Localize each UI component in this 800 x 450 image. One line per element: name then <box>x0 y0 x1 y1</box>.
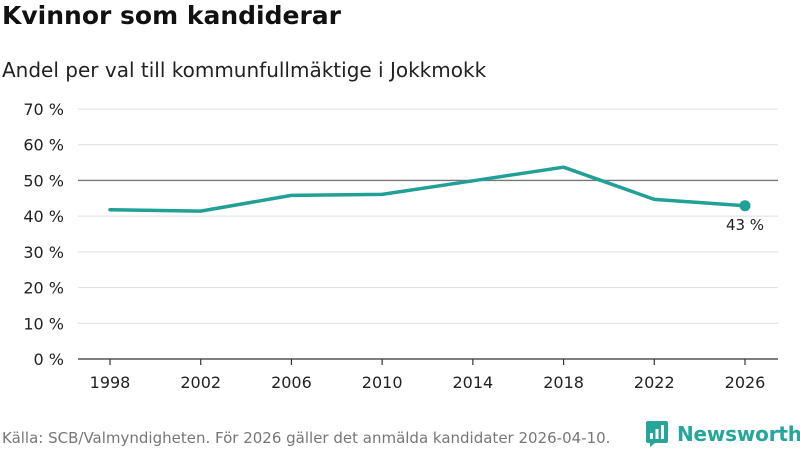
x-tick-label: 2010 <box>362 373 403 392</box>
x-axis <box>78 358 778 365</box>
chart-title: Kvinnor som kandiderar <box>2 1 341 30</box>
newsworthy-logo-icon <box>646 421 668 447</box>
x-tick-label: 2006 <box>271 373 312 392</box>
end-value-label: 43 % <box>726 216 764 234</box>
brand-name: Newsworthy <box>677 422 800 446</box>
y-tick-label: 50 % <box>23 171 64 190</box>
x-tick-label: 1998 <box>90 373 131 392</box>
y-tick-label: 20 % <box>23 279 64 298</box>
y-tick-label: 10 % <box>23 314 64 333</box>
y-tick-label: 70 % <box>23 100 64 119</box>
x-tick-label: 2018 <box>543 373 584 392</box>
y-tick-label: 30 % <box>23 243 64 262</box>
line-chart: 0 % 10 % 20 % 30 % 40 % 50 % 60 % 70 % 1998 2002 2… <box>23 100 778 392</box>
y-tick-label: 40 % <box>23 207 64 226</box>
y-tick-label: 60 % <box>23 136 64 155</box>
chart-subtitle: Andel per val till kommunfullmäktige i J… <box>2 58 487 82</box>
source-note: Källa: SCB/Valmyndigheten. För 2026 gäll… <box>2 429 611 447</box>
grid-lines <box>78 108 778 324</box>
brand-logo: Newsworthy <box>645 419 800 449</box>
tick-labels: 0 % 10 % 20 % 30 % 40 % 50 % 60 % 70 % 1998 2002 2… <box>23 100 765 392</box>
x-tick-label: 2014 <box>452 373 493 392</box>
series-line <box>108 165 747 213</box>
series-group <box>108 165 751 213</box>
x-tick-label: 2026 <box>725 373 766 392</box>
end-point-marker <box>739 200 751 212</box>
y-tick-label: 0 % <box>34 350 64 369</box>
x-tick-label: 2022 <box>634 373 675 392</box>
x-tick-label: 2002 <box>180 373 221 392</box>
